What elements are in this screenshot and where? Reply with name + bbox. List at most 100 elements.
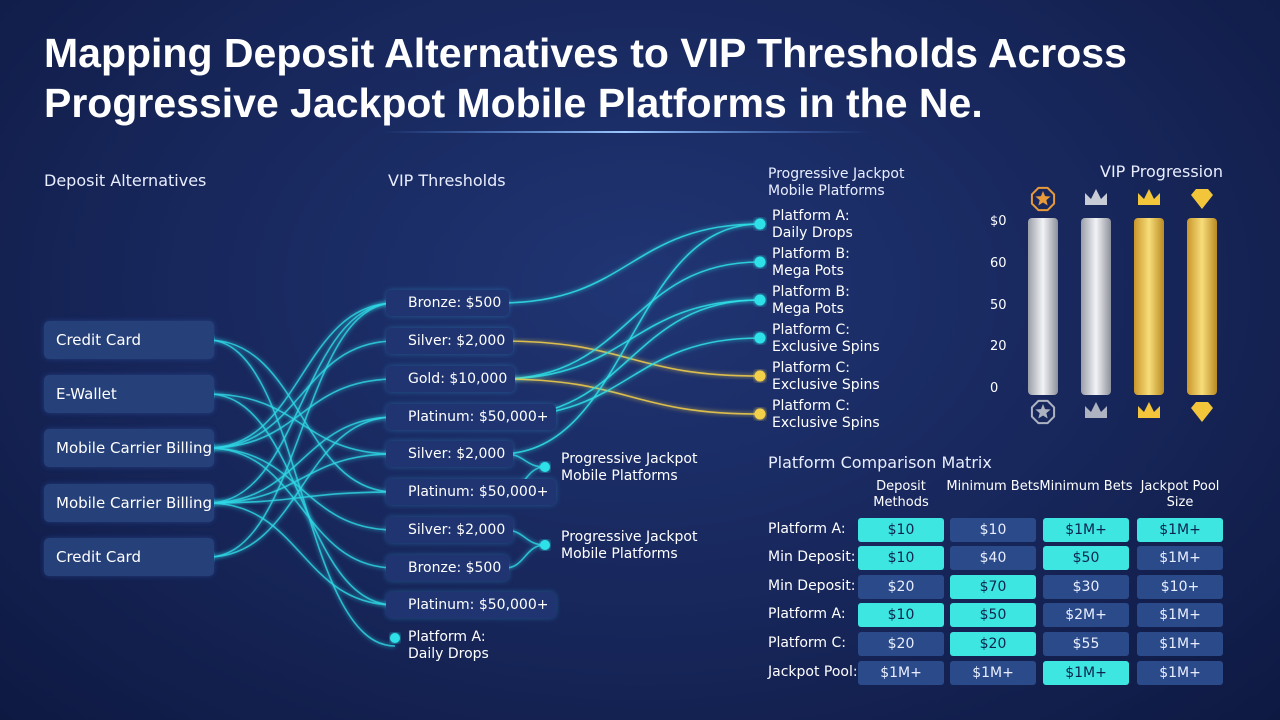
platform-name: Platform C: — [772, 398, 850, 414]
platform-desc: Daily Drops — [772, 225, 853, 241]
matrix-cell: $10 — [858, 546, 944, 570]
axis-label: 50 — [990, 298, 1007, 313]
group-label: Progressive Jackpot Mobile Platforms — [561, 529, 698, 562]
axis-label: 60 — [990, 256, 1007, 271]
crown-icon — [1138, 189, 1160, 205]
node-dot — [540, 462, 550, 472]
matrix-header: Jackpot Pool Size — [1140, 479, 1220, 510]
matrix-cell: $20 — [950, 632, 1036, 656]
connector — [207, 302, 396, 449]
matrix-cell: $1M+ — [1137, 632, 1223, 656]
matrix-cell: $1M+ — [950, 661, 1036, 685]
badge-icon — [1035, 191, 1051, 206]
node-dot — [754, 370, 766, 382]
matrix-cell: $10 — [858, 603, 944, 627]
matrix-cell: $55 — [1043, 632, 1129, 656]
matrix-title: Platform Comparison Matrix — [768, 453, 992, 472]
threshold-box: Bronze: $500 — [386, 290, 510, 316]
node-dot — [540, 540, 550, 550]
vip-title: VIP Progression — [1100, 162, 1224, 181]
matrix-cell: $70 — [950, 575, 1036, 599]
matrix-cell: $50 — [950, 603, 1036, 627]
crown-icon — [1085, 189, 1107, 205]
connector — [207, 416, 396, 504]
row-label: Min Deposit: — [768, 549, 856, 565]
connector — [207, 447, 396, 531]
column-heading: VIP Thresholds — [388, 171, 506, 190]
connector — [207, 393, 396, 606]
connector — [207, 416, 396, 558]
threshold-box: Platinum: $50,000+ — [386, 404, 557, 430]
node-dot — [754, 294, 766, 306]
platform-desc: Mega Pots — [772, 301, 844, 317]
crown-icon — [1085, 402, 1107, 418]
threshold-label: Platform A: Daily Drops — [408, 629, 489, 662]
matrix-cell: $10 — [950, 518, 1036, 542]
matrix-cell: $20 — [858, 632, 944, 656]
matrix-cell: $40 — [950, 546, 1036, 570]
platform-name: Platform C: — [772, 360, 850, 376]
platform-name: Platform C: — [772, 322, 850, 338]
matrix-header: Minimum Bets — [1039, 479, 1133, 494]
node-dot — [754, 218, 766, 230]
row-label: Platform C: — [768, 635, 846, 651]
connector — [499, 261, 761, 380]
badge-icon — [1030, 399, 1056, 425]
column-heading: Deposit Alternatives — [44, 171, 207, 190]
connector — [207, 447, 396, 569]
matrix-header: Minimum Bets — [946, 479, 1040, 494]
node-dot — [754, 332, 766, 344]
matrix-cell: $50 — [1043, 546, 1129, 570]
matrix-cell: $1M+ — [858, 661, 944, 685]
vip-bar — [1187, 218, 1217, 395]
matrix-cell: $1M+ — [1137, 518, 1223, 542]
threshold-box: Gold: $10,000 — [386, 366, 516, 392]
column-heading: Progressive Jackpot Mobile Platforms — [768, 166, 905, 199]
node-dot — [390, 633, 400, 643]
matrix-cell: $20 — [858, 575, 944, 599]
platform-name: Platform A: — [772, 208, 850, 224]
matrix-cell: $10 — [858, 518, 944, 542]
connector — [499, 378, 761, 415]
badge-icon — [1030, 186, 1056, 212]
deposit-box: Mobile Carrier Billing — [44, 429, 214, 467]
axis-label: 0 — [990, 381, 999, 396]
vip-bar — [1081, 218, 1111, 395]
platform-desc: Exclusive Spins — [772, 377, 880, 393]
diamond-icon — [1191, 402, 1213, 422]
deposit-box: Credit Card — [44, 538, 214, 576]
title-underline — [380, 131, 870, 133]
connector — [207, 393, 396, 455]
deposit-box: E-Wallet — [44, 375, 214, 413]
connector — [207, 339, 396, 493]
threshold-box: Platinum: $50,000+ — [386, 479, 557, 505]
matrix-cell: $1M+ — [1137, 661, 1223, 685]
row-label: Min Deposit: — [768, 578, 856, 594]
platform-name: Platform B: — [772, 246, 850, 262]
deposit-box: Mobile Carrier Billing — [44, 484, 214, 522]
connector — [504, 544, 546, 569]
matrix-cell: $1M+ — [1137, 603, 1223, 627]
row-label: Jackpot Pool: — [768, 664, 858, 680]
node-dot — [754, 408, 766, 420]
matrix-cell: $1M+ — [1137, 546, 1223, 570]
title-line: Mapping Deposit Alternatives to VIP Thre… — [44, 30, 1127, 76]
threshold-box: Silver: $2,000 — [386, 328, 514, 354]
crown-icon — [1138, 402, 1160, 418]
connector — [207, 453, 396, 504]
axis-label: $0 — [990, 214, 1007, 229]
vip-bar — [1134, 218, 1164, 395]
platform-desc: Exclusive Spins — [772, 339, 880, 355]
node-dot — [754, 256, 766, 268]
matrix-cell: $2M+ — [1043, 603, 1129, 627]
connector — [499, 223, 761, 455]
connector — [499, 223, 761, 304]
matrix-cell: $30 — [1043, 575, 1129, 599]
axis-label: 20 — [990, 339, 1007, 354]
connector — [207, 302, 396, 504]
badge-icon — [1035, 404, 1051, 419]
vip-bar — [1028, 218, 1058, 395]
platform-name: Platform B: — [772, 284, 850, 300]
threshold-box: Silver: $2,000 — [386, 517, 514, 543]
